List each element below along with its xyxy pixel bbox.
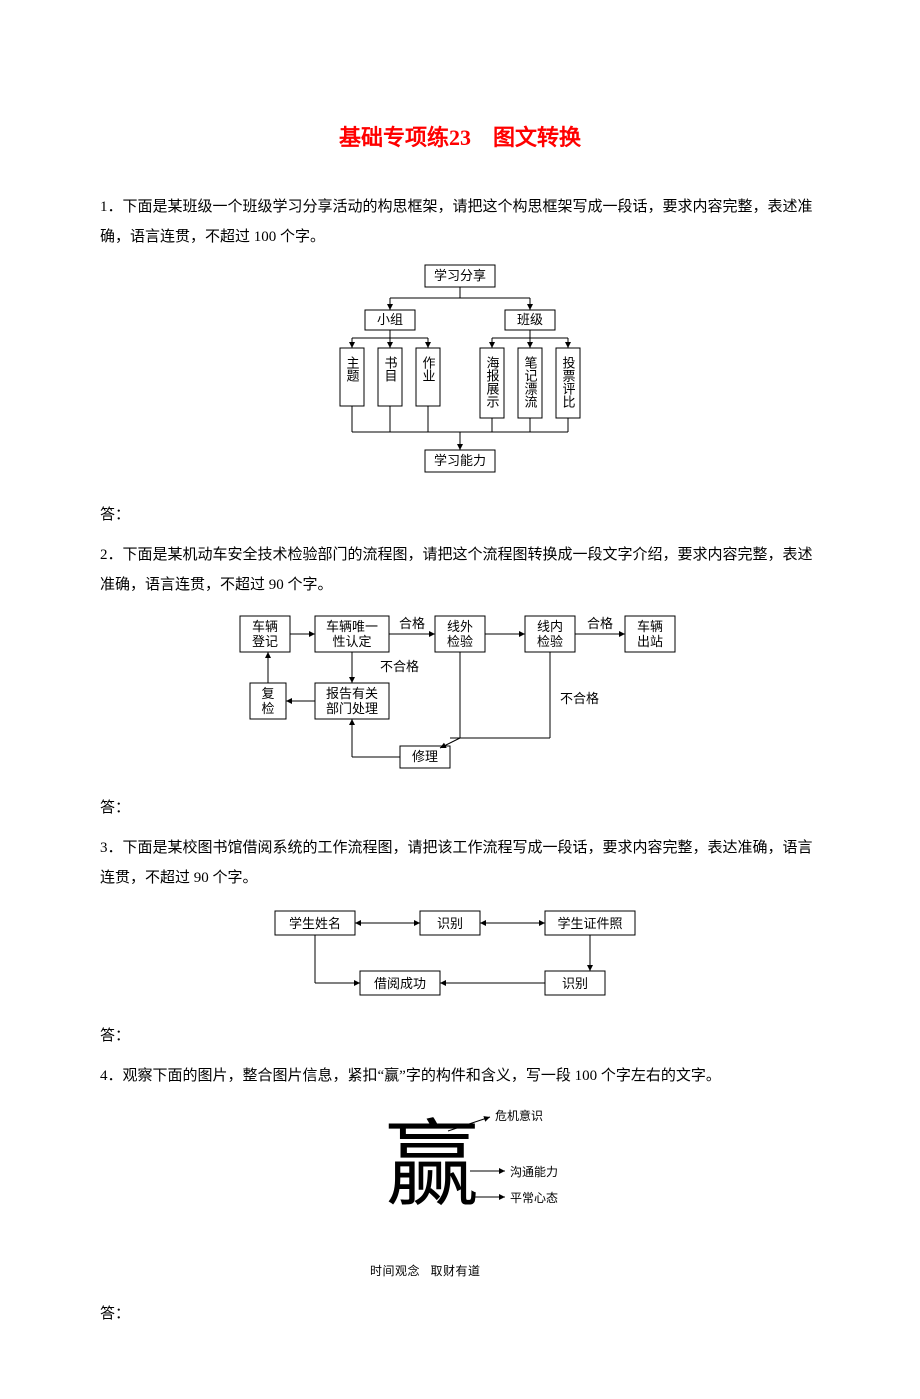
d1-r2: 投票评比 [561, 355, 576, 409]
d1-bottom: 学习能力 [434, 453, 486, 468]
svg-text:报告有关: 报告有关 [326, 686, 378, 701]
question-4: 4．观察下面的图片，整合图片信息，紧扣“赢”字的构件和含义，写一段 100 个字… [100, 1061, 820, 1091]
answer-1: 答： [100, 500, 820, 530]
ying-label-br: 取财有道 [431, 1264, 481, 1278]
ying-label-bl: 时间观念 [370, 1264, 420, 1278]
svg-text:检验: 检验 [537, 634, 563, 649]
page: 基础专项练23 图文转换 1．下面是某班级一个班级学习分享活动的构思框架，请把这… [0, 0, 920, 1399]
svg-text:检: 检 [261, 701, 274, 716]
diagram-4: 赢 危机意识 沟通能力 平常心态 时间观念 取财有道 [100, 1099, 820, 1289]
ying-bottom-labels: 时间观念 取财有道 [370, 1262, 481, 1279]
diagram-2-svg: 车辆 登记 车辆唯一 性认定 线外 检验 线内 检验 车辆 出站 合格 合格 不… [230, 608, 690, 783]
d1-top: 学习分享 [434, 268, 486, 283]
svg-text:学生姓名: 学生姓名 [289, 916, 341, 931]
question-1: 1．下面是某班级一个班级学习分享活动的构思框架，请把这个构思框架写成一段话，要求… [100, 192, 820, 252]
d1-left-group: 小组 [377, 312, 403, 327]
svg-text:性认定: 性认定 [332, 634, 371, 649]
ying-label-mid1: 沟通能力 [510, 1163, 558, 1180]
svg-text:借阅成功: 借阅成功 [374, 976, 426, 991]
svg-text:部门处理: 部门处理 [326, 701, 378, 716]
d1-r0: 海报展示 [485, 356, 500, 408]
svg-text:车辆: 车辆 [252, 619, 278, 634]
svg-text:修理: 修理 [412, 749, 438, 764]
d1-l2: 作业 [421, 356, 436, 382]
diagram-3-svg: 学生姓名 识别 学生证件照 借阅成功 识别 [260, 901, 660, 1011]
svg-text:不合格: 不合格 [560, 691, 599, 706]
svg-text:车辆: 车辆 [637, 619, 663, 634]
ying-label-top: 危机意识 [495, 1107, 543, 1124]
svg-text:不合格: 不合格 [380, 659, 419, 674]
svg-text:线外: 线外 [447, 619, 473, 634]
answer-4: 答： [100, 1299, 820, 1329]
question-3: 3．下面是某校图书馆借阅系统的工作流程图，请把该工作流程写成一段话，要求内容完整… [100, 833, 820, 893]
page-title: 基础专项练23 图文转换 [100, 120, 820, 152]
svg-text:线内: 线内 [537, 619, 563, 634]
d1-l1: 书目 [383, 356, 398, 382]
diagram-2: 车辆 登记 车辆唯一 性认定 线外 检验 线内 检验 车辆 出站 合格 合格 不… [100, 608, 820, 783]
answer-2: 答： [100, 793, 820, 823]
question-2: 2．下面是某机动车安全技术检验部门的流程图，请把这个流程图转换成一段文字介绍，要… [100, 540, 820, 600]
diagram-1-svg: 学习分享 小组 班级 主题 书 [310, 260, 610, 490]
svg-text:识别: 识别 [437, 916, 463, 931]
diagram-3: 学生姓名 识别 学生证件照 借阅成功 识别 [100, 901, 820, 1011]
diagram-1: 学习分享 小组 班级 主题 书 [100, 260, 820, 490]
svg-text:学生证件照: 学生证件照 [557, 916, 622, 931]
ying-figure: 赢 危机意识 沟通能力 平常心态 时间观念 取财有道 [330, 1099, 590, 1289]
svg-text:合格: 合格 [587, 616, 613, 631]
d1-right-group: 班级 [517, 312, 543, 327]
svg-text:合格: 合格 [399, 616, 425, 631]
ying-label-mid2: 平常心态 [510, 1189, 558, 1206]
answer-3: 答： [100, 1021, 820, 1051]
svg-text:识别: 识别 [562, 976, 588, 991]
svg-text:出站: 出站 [637, 634, 663, 649]
svg-text:复: 复 [261, 686, 274, 701]
svg-text:检验: 检验 [447, 634, 473, 649]
svg-text:登记: 登记 [252, 634, 278, 649]
d1-l0: 主题 [345, 356, 360, 383]
svg-text:车辆唯一: 车辆唯一 [326, 619, 378, 634]
d1-r1: 笔记漂流 [523, 355, 538, 408]
